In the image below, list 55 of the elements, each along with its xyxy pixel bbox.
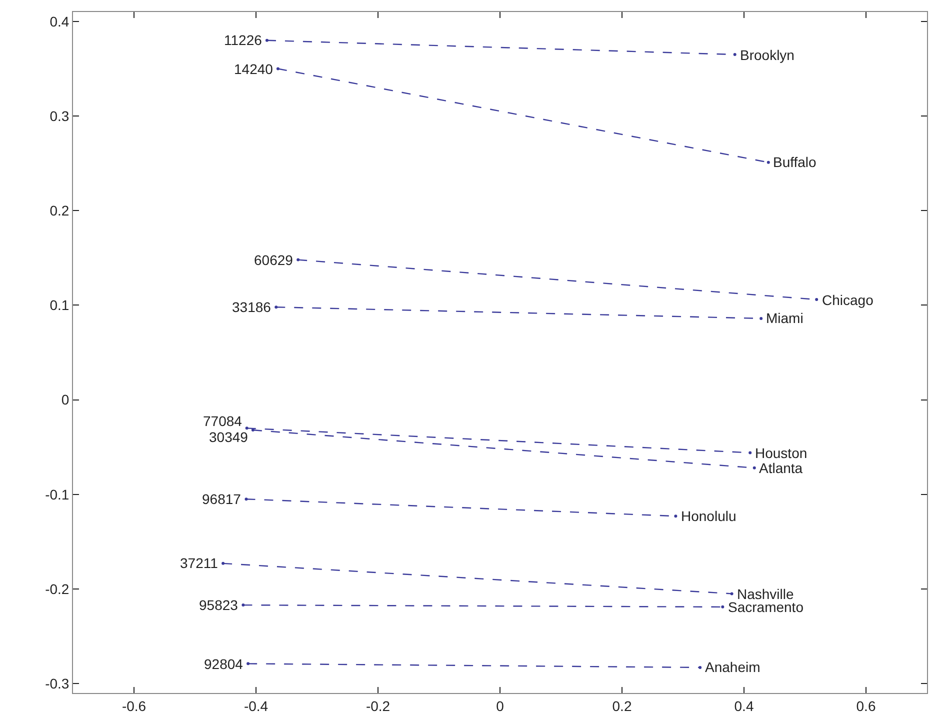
x-tick-label: -0.6 — [122, 698, 146, 714]
point — [245, 426, 248, 430]
x-tick-label: 0.4 — [734, 698, 754, 714]
annotation: 37211 — [180, 555, 218, 571]
annotation: 92804 — [204, 656, 244, 672]
point — [246, 662, 250, 666]
x-tick-label: 0.6 — [856, 698, 876, 714]
annotation: Sacramento — [728, 599, 804, 615]
point — [748, 451, 752, 454]
y-tick-label: 0.3 — [50, 108, 70, 124]
annotation: 33186 — [232, 299, 272, 315]
point — [296, 258, 300, 262]
x-tick-label: 0 — [496, 698, 504, 714]
point — [733, 53, 736, 56]
point — [752, 466, 756, 470]
y-tick-label: -0.1 — [45, 486, 70, 502]
x-tick-label: -0.2 — [366, 698, 390, 714]
point — [274, 306, 278, 309]
annotation: 14240 — [234, 61, 274, 77]
point — [760, 316, 763, 320]
y-tick-label: 0 — [61, 392, 70, 408]
annotation: 96817 — [202, 491, 242, 507]
point — [766, 160, 770, 164]
annotation: Nashville — [737, 586, 794, 602]
point — [674, 514, 678, 518]
annotation: 60629 — [254, 252, 294, 268]
point — [698, 666, 702, 669]
y-tick-label: 0.1 — [50, 297, 70, 314]
point — [242, 604, 245, 607]
annotation: Houston — [755, 445, 808, 461]
annotation: 95823 — [199, 597, 238, 613]
point — [265, 38, 268, 42]
annotation: Anaheim — [705, 659, 760, 675]
point — [815, 298, 818, 302]
point — [222, 562, 225, 565]
annotation: Buffalo — [773, 154, 817, 170]
x-tick-label: -0.4 — [244, 698, 268, 714]
annotation: 11226 — [224, 32, 262, 48]
point — [721, 605, 724, 608]
y-tick-label: 0.2 — [50, 202, 70, 219]
y-tick-label: 0.4 — [50, 13, 70, 30]
annotation: 30349 — [209, 429, 248, 445]
y-tick-label: -0.2 — [45, 580, 70, 597]
annotation: Chicago — [822, 292, 874, 308]
point — [251, 428, 254, 432]
x-tick-label: 0.2 — [612, 698, 632, 714]
annotation: Miami — [766, 310, 804, 326]
y-tick-label: -0.3 — [45, 675, 70, 692]
point — [730, 592, 734, 596]
annotation: 77084 — [203, 413, 242, 429]
point — [276, 67, 280, 70]
annotation: Honolulu — [681, 508, 736, 524]
annotation: Brooklyn — [740, 47, 794, 63]
annotation: Atlanta — [759, 460, 803, 476]
point — [244, 498, 248, 501]
